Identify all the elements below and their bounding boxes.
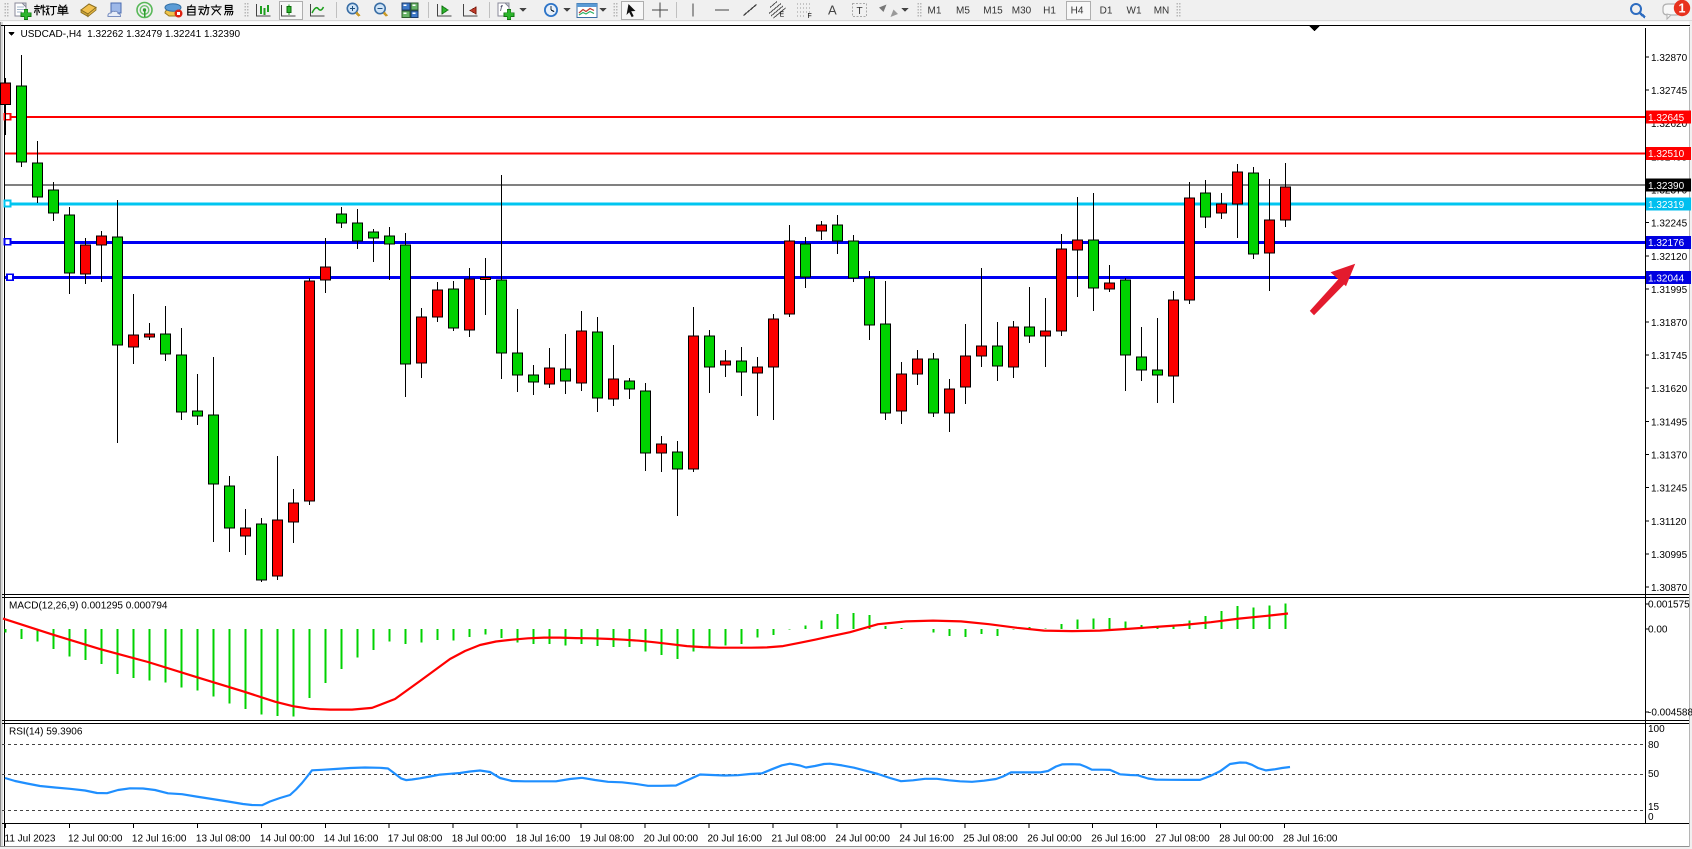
svg-text:17 Jul 08:00: 17 Jul 08:00	[388, 834, 443, 845]
svg-text:0.001575: 0.001575	[1648, 600, 1690, 611]
svg-text:MN: MN	[1154, 6, 1170, 17]
svg-text:24 Jul 16:00: 24 Jul 16:00	[899, 834, 954, 845]
svg-text:1.31870: 1.31870	[1651, 318, 1688, 329]
svg-text:1.32044: 1.32044	[1648, 274, 1685, 285]
svg-text:1.30995: 1.30995	[1651, 550, 1688, 561]
svg-text:27 Jul 08:00: 27 Jul 08:00	[1155, 834, 1210, 845]
svg-text:12 Jul 00:00: 12 Jul 00:00	[68, 834, 123, 845]
svg-text:H1: H1	[1043, 6, 1056, 17]
svg-text:M30: M30	[1012, 6, 1032, 17]
svg-text:W1: W1	[1127, 6, 1142, 17]
svg-text:13 Jul 08:00: 13 Jul 08:00	[196, 834, 251, 845]
svg-text:1.31120: 1.31120	[1651, 517, 1687, 528]
svg-text:19 Jul 08:00: 19 Jul 08:00	[580, 834, 635, 845]
svg-text:1.31620: 1.31620	[1651, 384, 1688, 395]
svg-text:26 Jul 00:00: 26 Jul 00:00	[1027, 834, 1082, 845]
svg-text:21 Jul 08:00: 21 Jul 08:00	[772, 834, 827, 845]
svg-text:1.32870: 1.32870	[1651, 53, 1688, 64]
svg-text:0.00: 0.00	[1648, 625, 1668, 636]
svg-text:1.32620: 1.32620	[1651, 119, 1688, 130]
svg-text:M15: M15	[983, 6, 1003, 17]
svg-text:11 Jul 2023: 11 Jul 2023	[5, 834, 56, 845]
svg-text:20 Jul 00:00: 20 Jul 00:00	[644, 834, 699, 845]
svg-text:50: 50	[1648, 769, 1660, 780]
svg-text:MACD(12,26,9) 0.001295 0.00079: MACD(12,26,9) 0.001295 0.000794	[9, 601, 168, 612]
svg-text:1.32745: 1.32745	[1651, 86, 1688, 97]
svg-text:M1: M1	[928, 6, 942, 17]
svg-text:20 Jul 16:00: 20 Jul 16:00	[708, 834, 763, 845]
svg-text:1.32120: 1.32120	[1651, 252, 1688, 263]
svg-text:1: 1	[1679, 2, 1686, 16]
svg-text:M5: M5	[956, 6, 970, 17]
svg-text:A: A	[828, 3, 837, 18]
svg-text:28 Jul 00:00: 28 Jul 00:00	[1219, 834, 1274, 845]
svg-text:D1: D1	[1100, 6, 1113, 17]
svg-text:1.32319: 1.32319	[1648, 200, 1685, 211]
svg-text:E: E	[780, 12, 785, 19]
svg-text:14 Jul 00:00: 14 Jul 00:00	[260, 834, 315, 845]
svg-text:RSI(14) 59.3906: RSI(14) 59.3906	[9, 727, 83, 738]
svg-text:12 Jul 16:00: 12 Jul 16:00	[132, 834, 187, 845]
svg-text:1.31995: 1.31995	[1651, 285, 1688, 296]
svg-text:1.31245: 1.31245	[1651, 484, 1688, 495]
svg-text:USDCAD-,H4 1.32262 1.32479 1.: USDCAD-,H4 1.32262 1.32479 1.32241 1.323…	[21, 29, 241, 40]
svg-text:-0.004588: -0.004588	[1648, 708, 1692, 719]
svg-text:F: F	[808, 13, 812, 20]
svg-text:15: 15	[1648, 802, 1660, 813]
svg-text:24 Jul 00:00: 24 Jul 00:00	[835, 834, 890, 845]
svg-text:1.31745: 1.31745	[1651, 351, 1688, 362]
svg-text:f: f	[500, 4, 503, 13]
svg-text:1.32176: 1.32176	[1648, 238, 1685, 249]
svg-text:18 Jul 00:00: 18 Jul 00:00	[452, 834, 507, 845]
svg-text:1.31370: 1.31370	[1651, 451, 1688, 462]
svg-text:14 Jul 16:00: 14 Jul 16:00	[324, 834, 379, 845]
svg-text:28 Jul 16:00: 28 Jul 16:00	[1283, 834, 1338, 845]
svg-text:1.32390: 1.32390	[1648, 181, 1685, 192]
svg-text:1.32645: 1.32645	[1648, 113, 1685, 124]
svg-text:1.30870: 1.30870	[1651, 583, 1688, 594]
svg-text:25 Jul 08:00: 25 Jul 08:00	[963, 834, 1018, 845]
svg-text:H4: H4	[1071, 6, 1084, 17]
svg-text:18 Jul 16:00: 18 Jul 16:00	[516, 834, 571, 845]
svg-text:1.31495: 1.31495	[1651, 417, 1688, 428]
svg-text:26 Jul 16:00: 26 Jul 16:00	[1091, 834, 1146, 845]
svg-text:0: 0	[1648, 812, 1654, 823]
svg-text:100: 100	[1648, 724, 1665, 735]
svg-text:80: 80	[1648, 740, 1660, 751]
svg-text:1.32245: 1.32245	[1651, 219, 1688, 230]
svg-text:1.32510: 1.32510	[1648, 149, 1685, 160]
svg-text:T: T	[857, 6, 863, 17]
